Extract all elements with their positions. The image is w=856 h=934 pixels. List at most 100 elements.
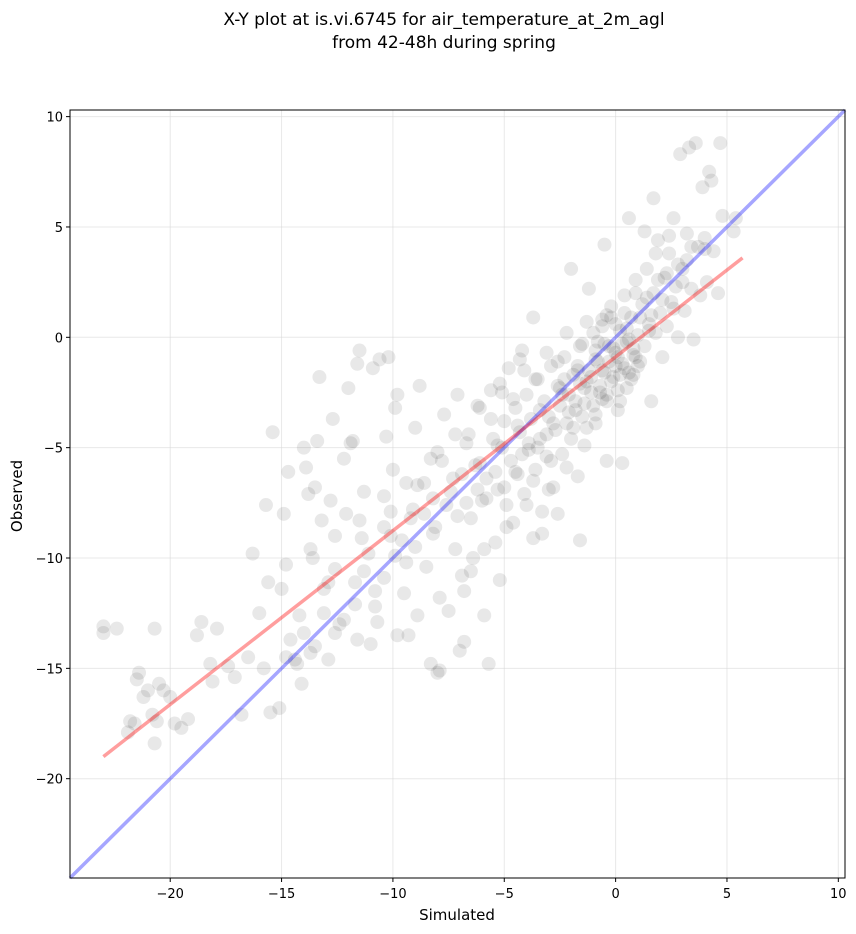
- data-point: [584, 385, 599, 400]
- plot-frame: [69, 109, 846, 879]
- data-point: [463, 564, 478, 579]
- data-point: [650, 233, 665, 248]
- fit-line: [102, 256, 744, 759]
- data-point: [461, 427, 476, 442]
- data-point: [432, 590, 447, 605]
- data-point: [454, 568, 469, 583]
- data-point: [532, 403, 547, 418]
- data-point: [417, 475, 432, 490]
- data-point: [586, 325, 601, 340]
- data-point: [377, 489, 392, 504]
- data-point: [557, 372, 572, 387]
- y-tick-label: 0: [55, 331, 63, 346]
- data-point: [682, 140, 697, 155]
- data-point: [588, 343, 603, 358]
- data-point: [668, 279, 683, 294]
- x-axis-ticks: −20 −15 −10 −5 0 5 10: [156, 878, 847, 902]
- data-point: [593, 378, 608, 393]
- data-point: [526, 531, 541, 546]
- data-point: [303, 542, 318, 557]
- data-point: [312, 370, 327, 385]
- data-point: [677, 303, 692, 318]
- data-point: [497, 414, 512, 429]
- data-point: [552, 381, 567, 396]
- data-point: [290, 656, 305, 671]
- data-point: [129, 672, 144, 687]
- data-point: [481, 656, 496, 671]
- data-point: [544, 453, 559, 468]
- data-point: [610, 350, 625, 365]
- y-tick-label: −10: [36, 552, 63, 567]
- data-point: [430, 665, 445, 680]
- data-point: [550, 378, 565, 393]
- data-point: [528, 372, 543, 387]
- data-point: [535, 504, 550, 519]
- data-point: [325, 411, 340, 426]
- data-point: [379, 429, 394, 444]
- data-point: [512, 352, 527, 367]
- data-point: [610, 383, 625, 398]
- reference-lines: [68, 108, 847, 880]
- data-point: [96, 619, 111, 634]
- data-point: [599, 308, 614, 323]
- data-point: [639, 261, 654, 276]
- data-point: [539, 427, 554, 442]
- data-point: [517, 487, 532, 501]
- y-tick-label: 10: [46, 111, 63, 126]
- data-point: [377, 570, 392, 585]
- data-point: [383, 528, 398, 543]
- data-point: [628, 350, 643, 365]
- data-point: [644, 394, 659, 409]
- data-point: [174, 720, 189, 735]
- data-point: [535, 526, 550, 541]
- data-point: [552, 398, 567, 413]
- data-point: [256, 661, 271, 676]
- data-point: [664, 295, 679, 309]
- data-point: [321, 575, 336, 590]
- data-point: [541, 482, 556, 497]
- data-point: [624, 310, 639, 325]
- data-point: [468, 458, 483, 473]
- data-point: [695, 180, 710, 195]
- data-point: [519, 498, 534, 513]
- data-point: [575, 336, 590, 351]
- data-point: [127, 716, 142, 731]
- data-point: [595, 363, 610, 378]
- data-point: [343, 436, 358, 451]
- data-point: [670, 330, 685, 345]
- data-point: [577, 438, 592, 453]
- data-point: [642, 317, 657, 332]
- data-point: [655, 292, 670, 307]
- data-point: [510, 418, 525, 433]
- data-point: [691, 239, 706, 254]
- data-point: [610, 403, 625, 418]
- data-point: [430, 445, 445, 460]
- x-tick-label: 10: [830, 887, 847, 902]
- data-point: [657, 270, 672, 285]
- data-point: [599, 394, 614, 409]
- data-point: [299, 460, 314, 475]
- data-point: [715, 208, 730, 223]
- data-point: [579, 314, 594, 329]
- data-point: [336, 451, 351, 466]
- data-point: [410, 478, 425, 493]
- data-point: [405, 502, 420, 517]
- data-point: [662, 228, 677, 243]
- data-point: [209, 621, 224, 636]
- data-point: [457, 634, 472, 649]
- data-point: [394, 533, 409, 548]
- data-point: [368, 599, 383, 614]
- data-point: [506, 392, 521, 407]
- data-point: [156, 683, 171, 698]
- data-point: [399, 555, 414, 570]
- data-point: [432, 663, 447, 678]
- data-point: [659, 266, 674, 281]
- data-point: [472, 400, 487, 415]
- y-tick-label: −5: [44, 442, 63, 457]
- data-point: [530, 440, 545, 455]
- data-point: [307, 639, 322, 654]
- data-point: [361, 546, 376, 561]
- data-point: [448, 542, 463, 557]
- data-point: [403, 511, 418, 526]
- data-point: [630, 328, 645, 343]
